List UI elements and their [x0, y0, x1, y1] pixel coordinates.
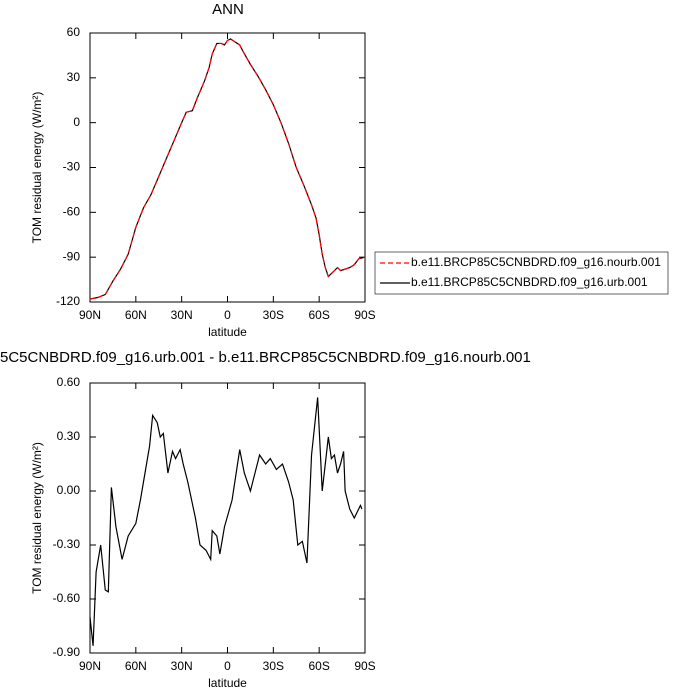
- y-tick-label: -30: [63, 160, 81, 174]
- legend-box: [374, 251, 669, 295]
- x-tick-label: 30N: [171, 659, 193, 673]
- legend-label: b.e11.BRCP85C5CNBDRD.f09_g16.nourb.001: [411, 255, 661, 269]
- x-tick-label: 30N: [171, 308, 193, 322]
- y-tick-label: -0.60: [53, 591, 81, 605]
- legend-label: b.e11.BRCP85C5CNBDRD.f09_g16.urb.001: [411, 275, 648, 289]
- x-tick-label: 30S: [263, 308, 284, 322]
- x-tick-label: 90N: [79, 308, 101, 322]
- x-tick-label: 60S: [308, 659, 329, 673]
- x-tick-label: 60N: [125, 308, 147, 322]
- y-tick-label: -90: [63, 249, 81, 263]
- x-tick-label: 60N: [125, 659, 147, 673]
- data-line: [89, 397, 363, 646]
- y-tick-label: -0.30: [53, 537, 81, 551]
- data-line: [89, 38, 366, 300]
- y-tick-label: 0: [73, 115, 80, 129]
- x-tick-label: 90S: [354, 659, 375, 673]
- y-tick-label: 30: [67, 70, 81, 84]
- x-tick-label: 0: [224, 308, 231, 322]
- y-tick-label: 0.00: [57, 483, 81, 497]
- x-tick-label: 0: [224, 659, 231, 673]
- y-axis-label: TOM residual energy (W/m²): [30, 442, 44, 594]
- y-axis-label: TOM residual energy (W/m²): [30, 92, 44, 244]
- chart-title: 5C5CNBDRD.f09_g16.urb.001 - b.e11.BRCP85…: [0, 349, 531, 366]
- x-tick-label: 90N: [79, 659, 101, 673]
- x-tick-label: 60S: [308, 308, 329, 322]
- chart-title: ANN: [212, 1, 244, 18]
- x-tick-label: 90S: [354, 308, 375, 322]
- y-tick-label: -60: [63, 205, 81, 219]
- x-axis-label: latitude: [208, 676, 247, 690]
- x-tick-label: 30S: [263, 659, 284, 673]
- y-tick-label: 0.30: [57, 429, 81, 443]
- y-tick-label: 60: [67, 25, 81, 39]
- y-tick-label: 0.60: [57, 375, 81, 389]
- y-tick-label: -120: [56, 294, 80, 308]
- y-tick-label: -0.90: [53, 645, 81, 659]
- x-axis-label: latitude: [208, 325, 247, 339]
